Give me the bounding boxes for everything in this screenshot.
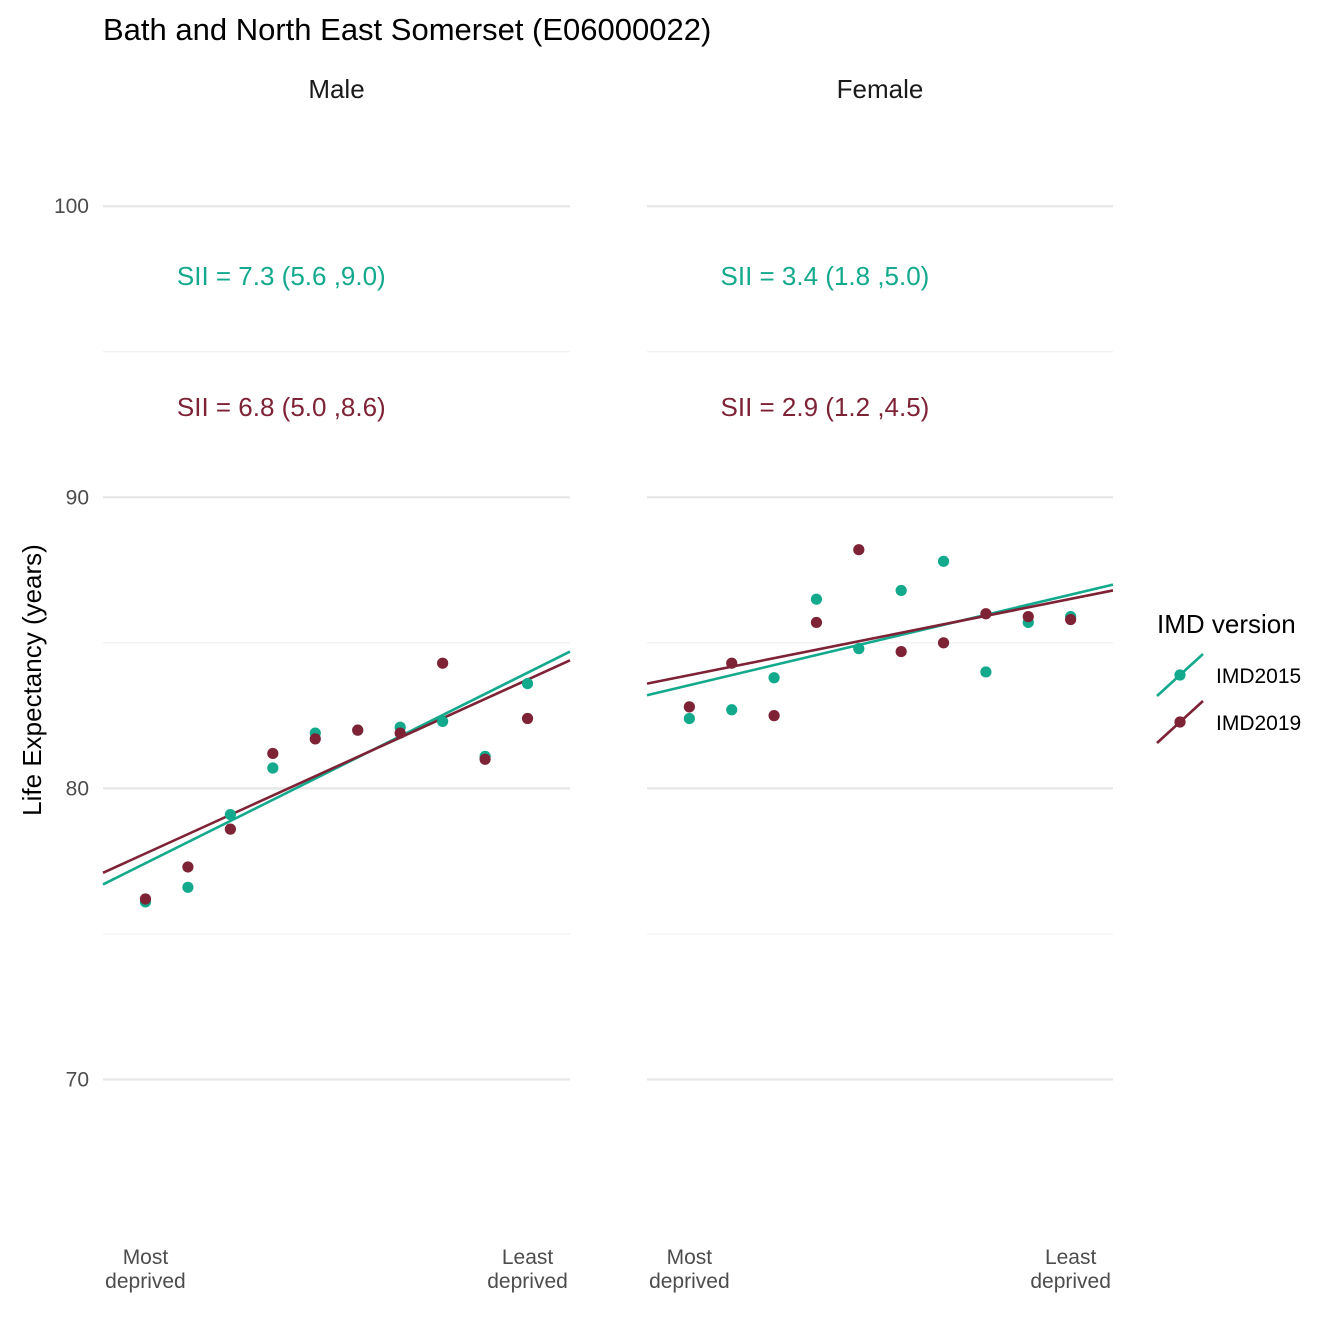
point-imd2019 xyxy=(768,710,780,722)
point-imd2015 xyxy=(937,555,950,567)
y-tick-label: 100 xyxy=(54,195,89,218)
point-imd2015 xyxy=(182,881,194,893)
x-tick-label: Most deprived xyxy=(105,1246,186,1293)
y-tick-label: 70 xyxy=(66,1068,89,1091)
legend-key-point xyxy=(1174,669,1186,681)
point-imd2019 xyxy=(937,637,950,649)
fit-line-imd2019 xyxy=(102,659,571,874)
point-imd2015 xyxy=(853,643,865,655)
point-imd2019 xyxy=(1022,611,1034,623)
fit-line-imd2015 xyxy=(646,583,1114,697)
sii-annotation: SII = 2.9 (1.2 ,4.5) xyxy=(721,392,930,422)
fit-line-imd2015 xyxy=(102,650,571,886)
y-axis-label: Life Expectancy (years) xyxy=(17,544,47,816)
point-imd2015 xyxy=(437,715,449,728)
sii-annotation: SII = 3.4 (1.8 ,5.0) xyxy=(721,261,930,291)
point-imd2019 xyxy=(521,712,534,725)
point-imd2019 xyxy=(895,645,907,658)
point-imd2015 xyxy=(267,762,279,774)
point-imd2015 xyxy=(224,808,236,821)
legend-label: IMD2015 xyxy=(1216,665,1301,688)
point-imd2019 xyxy=(683,701,695,713)
point-imd2019 xyxy=(267,747,279,760)
legend-entry-imd2019: IMD2019 xyxy=(1156,700,1301,744)
sii-annotation: SII = 6.8 (5.0 ,8.6) xyxy=(177,392,386,422)
legend-entry-imd2015: IMD2015 xyxy=(1156,653,1301,697)
point-imd2019 xyxy=(437,657,449,669)
point-imd2015 xyxy=(683,712,695,725)
point-imd2019 xyxy=(810,616,823,629)
point-imd2019 xyxy=(309,733,321,745)
point-imd2015 xyxy=(768,672,780,684)
legend-title: IMD version xyxy=(1157,609,1296,639)
x-tick-label: Least deprived xyxy=(487,1246,568,1293)
fit-line-imd2019 xyxy=(646,589,1114,685)
x-tick-label: Most deprived xyxy=(649,1246,730,1293)
y-tick-label: 80 xyxy=(66,777,89,800)
point-imd2019 xyxy=(352,724,364,736)
x-tick-label: Least deprived xyxy=(1030,1246,1111,1293)
point-imd2019 xyxy=(479,753,491,765)
point-imd2015 xyxy=(810,593,823,605)
point-imd2019 xyxy=(853,544,865,556)
panel-label: Male xyxy=(308,74,364,104)
point-imd2019 xyxy=(726,657,738,669)
panel-male: Male 70 80 90 100 Most deprived Least deprived SI… xyxy=(54,74,571,1293)
point-imd2019 xyxy=(980,608,992,620)
legend: IMD version IMD2015 IMD2019 xyxy=(1156,609,1301,744)
point-imd2015 xyxy=(521,677,534,690)
point-imd2019 xyxy=(139,893,152,905)
panel-label: Female xyxy=(837,74,924,104)
legend-label: IMD2019 xyxy=(1216,712,1301,735)
point-imd2019 xyxy=(224,823,236,835)
sii-annotation: SII = 7.3 (5.6 ,9.0) xyxy=(177,261,386,291)
chart-title: Bath and North East Somerset (E06000022) xyxy=(103,12,711,47)
point-imd2019 xyxy=(394,727,406,739)
point-imd2015 xyxy=(726,704,738,716)
panel-female: Female Most deprived Least deprived SII = 3.4… xyxy=(646,74,1114,1293)
panels: Male 70 80 90 100 Most deprived Least deprived SI… xyxy=(54,74,1114,1293)
point-imd2015 xyxy=(895,584,907,597)
point-imd2015 xyxy=(980,666,992,678)
legend-key-point xyxy=(1174,716,1186,728)
point-imd2019 xyxy=(182,861,194,873)
y-tick-label: 90 xyxy=(66,486,89,509)
point-imd2019 xyxy=(1065,613,1077,626)
